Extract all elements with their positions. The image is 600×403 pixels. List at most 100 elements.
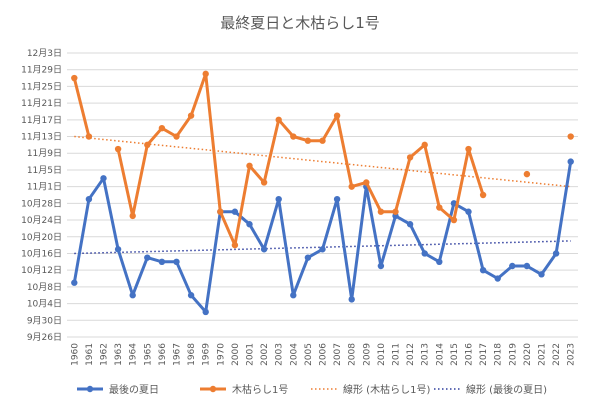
x-tick-label: 2005 xyxy=(304,343,314,366)
data-point xyxy=(231,241,239,249)
y-tick-label: 10月8日 xyxy=(27,282,62,293)
x-tick-label: 1964 xyxy=(129,343,139,366)
x-tick-label: 1970 xyxy=(216,343,226,366)
data-point xyxy=(260,246,268,253)
data-point xyxy=(377,262,385,270)
y-tick-label: 11月5日 xyxy=(27,165,62,176)
data-point xyxy=(144,141,151,149)
series-line xyxy=(116,72,485,247)
x-tick-label: 1960 xyxy=(70,343,80,366)
data-point xyxy=(71,74,78,82)
x-tick-label: 2000 xyxy=(231,343,241,366)
legend-label: 線形 (最後の夏日) xyxy=(466,383,547,396)
data-point xyxy=(421,141,428,149)
x-tick-label: 1967 xyxy=(173,343,183,366)
x-tick-label: 2006 xyxy=(319,343,329,366)
data-point xyxy=(202,70,209,78)
data-series xyxy=(71,70,574,316)
x-tick-label: 1969 xyxy=(202,343,212,366)
data-point xyxy=(158,124,166,132)
data-point xyxy=(406,221,414,228)
data-point xyxy=(333,195,341,203)
data-point xyxy=(246,162,253,169)
data-point xyxy=(348,296,355,303)
data-point xyxy=(421,250,428,257)
y-tick-label: 11月13日 xyxy=(21,132,62,143)
data-point xyxy=(465,145,472,153)
y-tick-label: 10月16日 xyxy=(21,248,62,259)
x-tick-label: 1968 xyxy=(187,343,197,366)
data-point xyxy=(246,221,253,228)
x-tick-label: 2001 xyxy=(246,343,256,366)
x-tick-label: 2017 xyxy=(479,343,489,366)
x-tick-label: 2012 xyxy=(406,343,416,366)
x-tick-label: 2020 xyxy=(523,343,533,366)
legend-item: 線形 (最後の夏日) xyxy=(434,383,547,396)
y-tick-label: 10月24日 xyxy=(21,215,62,226)
data-point xyxy=(71,279,78,286)
series-line xyxy=(72,76,91,138)
data-point xyxy=(114,246,122,253)
x-tick-label: 2008 xyxy=(348,343,358,366)
data-point xyxy=(129,212,136,220)
data-point xyxy=(290,292,297,299)
legend-label: 木枯らし1号 xyxy=(232,383,288,396)
data-point xyxy=(333,112,341,119)
x-tick-label: 2021 xyxy=(538,343,548,366)
data-point xyxy=(567,133,574,140)
legend-label: 最後の夏日 xyxy=(109,383,159,396)
data-point xyxy=(290,133,297,140)
x-tick-label: 2018 xyxy=(494,343,504,366)
data-point xyxy=(158,258,166,266)
data-point xyxy=(479,266,487,274)
data-point xyxy=(275,116,282,124)
x-tick-label: 2016 xyxy=(465,343,475,366)
x-tick-label: 2015 xyxy=(450,343,460,366)
data-point xyxy=(319,137,326,144)
legend: 最後の夏日 木枯らし1号 線形 (木枯らし1号) 線形 (最後の夏日) xyxy=(77,383,547,396)
x-tick-label: 2019 xyxy=(508,343,518,366)
data-point xyxy=(304,137,312,144)
trendline-0 xyxy=(74,135,571,188)
y-tick-label: 11月21日 xyxy=(21,98,62,109)
y-tick-label: 9月26日 xyxy=(27,332,62,343)
y-axis-tick-labels: 9月26日 9月30日 10月4日 10月8日 10月12日 10月16日 10月20日 10… xyxy=(21,48,62,343)
data-point xyxy=(552,250,560,257)
legend-item: 最後の夏日 xyxy=(77,383,159,396)
data-point xyxy=(348,183,355,190)
data-point xyxy=(406,154,414,161)
data-point xyxy=(567,158,574,165)
legend-swatch-marker xyxy=(209,385,217,393)
data-point xyxy=(377,208,385,215)
data-point xyxy=(509,262,516,270)
y-tick-label: 9月30日 xyxy=(27,315,62,326)
data-point xyxy=(465,208,472,215)
data-point xyxy=(144,254,151,261)
data-point xyxy=(319,246,326,253)
legend-label: 線形 (木枯らし1号) xyxy=(343,383,430,396)
data-point xyxy=(523,262,531,270)
data-point xyxy=(538,271,545,278)
data-point xyxy=(187,112,195,119)
legend-swatch-marker xyxy=(86,385,94,393)
y-tick-label: 11月29日 xyxy=(21,65,62,76)
data-point xyxy=(217,208,224,215)
y-tick-label: 11月9日 xyxy=(27,148,62,159)
y-tick-label: 10月28日 xyxy=(21,198,62,209)
y-tick-label: 10月4日 xyxy=(27,299,62,310)
data-point xyxy=(523,170,531,178)
legend-item: 木枯らし1号 xyxy=(200,383,288,396)
y-tick-label: 12月3日 xyxy=(27,48,62,59)
data-point xyxy=(275,195,282,203)
y-tick-label: 11月25日 xyxy=(21,81,62,92)
x-tick-label: 2009 xyxy=(362,343,372,366)
data-point xyxy=(260,179,268,186)
data-point xyxy=(304,254,312,261)
x-axis-tick-labels: 1960 1961 1962 1963 1964 1965 1966 1967 1968 1969… xyxy=(70,343,576,366)
legend-item: 線形 (木枯らし1号) xyxy=(311,383,430,396)
data-point xyxy=(436,258,443,266)
data-point xyxy=(129,292,136,299)
data-point xyxy=(479,191,487,199)
